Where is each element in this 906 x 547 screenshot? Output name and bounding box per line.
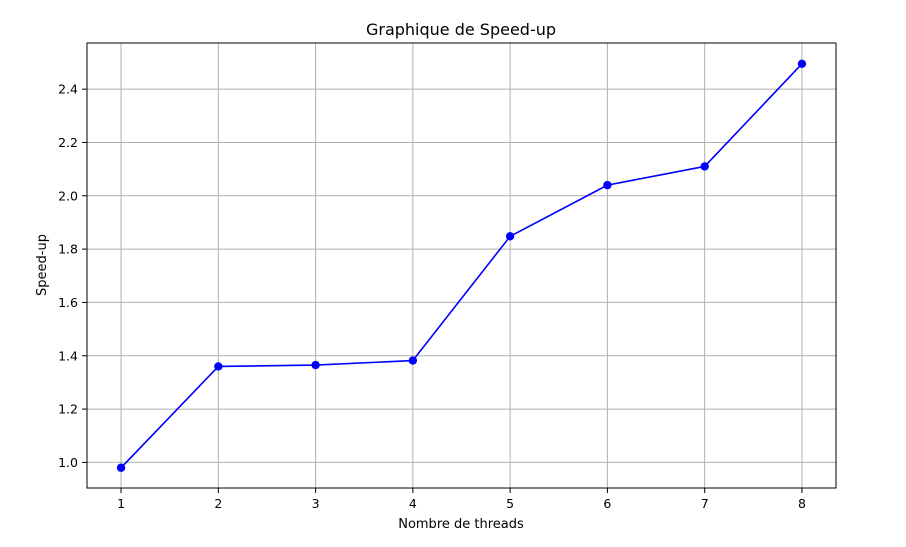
y-tick-label: 1.4 (58, 348, 78, 363)
series-line (120, 63, 803, 469)
y-axis-label: Speed-up (35, 234, 50, 296)
x-tick-label: 6 (603, 496, 611, 511)
y-axis-ticks: 1.0 1.2 1.4 1.6 1.8 2.0 2.2 2.4 (58, 82, 87, 470)
data-point (603, 180, 612, 190)
data-point (116, 463, 126, 472)
data-point (214, 362, 223, 371)
data-point (797, 59, 807, 68)
x-tick-label: 1 (117, 496, 125, 511)
x-axis-ticks: 1 2 3 4 5 6 7 8 (117, 488, 806, 511)
y-tick-label: 2.4 (58, 82, 78, 97)
grid (87, 43, 836, 488)
y-tick-label: 2.0 (58, 188, 78, 203)
x-tick-label: 4 (409, 496, 417, 511)
y-tick-label: 1.2 (58, 402, 78, 417)
chart-title: Graphique de Speed-up (366, 20, 556, 39)
x-tick-label: 5 (506, 496, 514, 511)
data-point (505, 232, 515, 241)
data-point (408, 356, 418, 365)
data-point (311, 360, 320, 370)
plot-frame (86, 42, 837, 489)
y-tick-label: 1.8 (58, 242, 78, 257)
series-speedup (116, 59, 807, 472)
data-point (700, 162, 709, 171)
x-tick-label: 7 (701, 496, 709, 511)
y-tick-label: 1.0 (58, 455, 78, 470)
x-tick-label: 3 (312, 496, 320, 511)
x-tick-label: 2 (214, 496, 222, 511)
x-tick-label: 8 (798, 496, 806, 511)
y-tick-label: 1.6 (58, 295, 78, 310)
y-tick-label: 2.2 (58, 135, 78, 150)
x-axis-label: Nombre de threads (398, 517, 524, 532)
